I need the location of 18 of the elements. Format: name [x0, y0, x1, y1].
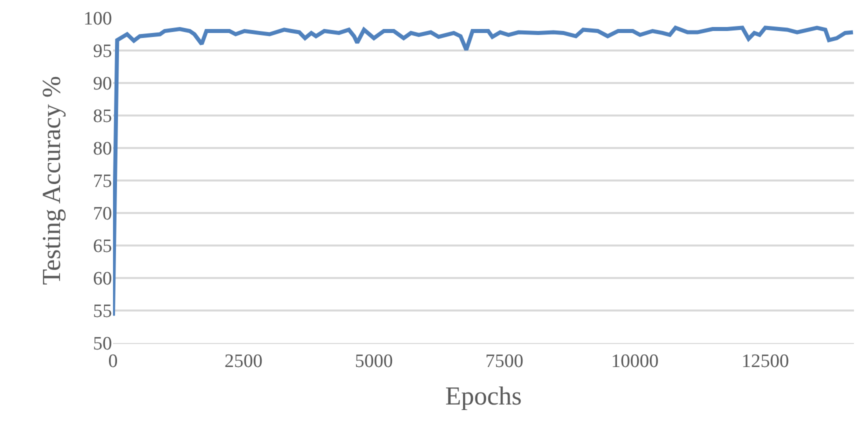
y-tick-label: 70 — [93, 204, 112, 225]
line-series — [113, 26, 854, 318]
y-tick-label: 85 — [93, 106, 112, 128]
y-tick-label: 60 — [93, 268, 112, 290]
y-tick-label: 75 — [93, 171, 112, 192]
x-tick-label: 12500 — [742, 350, 790, 372]
x-tick-label: 7500 — [485, 350, 524, 372]
y-tick-label: 95 — [93, 41, 112, 62]
x-tick-label: 2500 — [224, 350, 262, 372]
y-tick-label: 55 — [93, 301, 112, 322]
y-axis-title: Testing Accuracy % — [36, 76, 66, 285]
x-tick-label: 10000 — [611, 350, 659, 372]
y-tick-label: 65 — [93, 236, 112, 258]
y-tick-label: 100 — [84, 8, 112, 30]
y-tick-label: 80 — [93, 138, 112, 160]
y-tick-label: 90 — [93, 74, 112, 95]
x-axis-title: Epochs — [445, 382, 522, 410]
x-tick-label: 5000 — [354, 350, 393, 372]
